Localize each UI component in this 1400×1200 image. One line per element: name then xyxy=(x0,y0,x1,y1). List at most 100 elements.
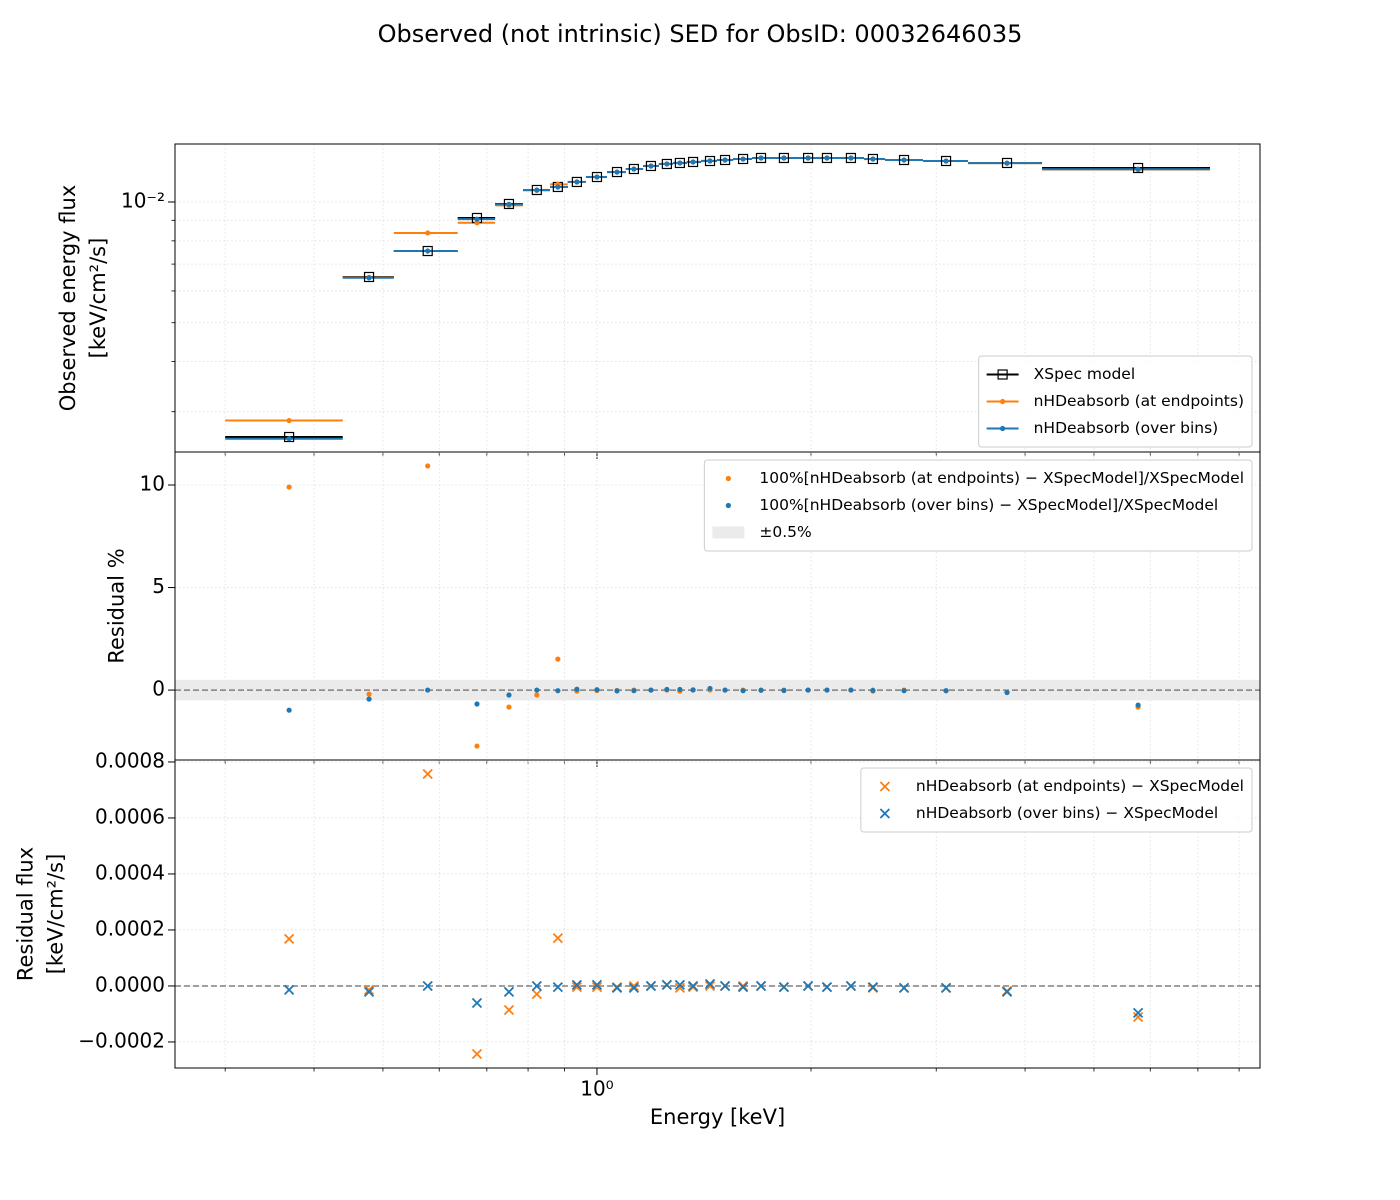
point xyxy=(531,980,542,992)
point xyxy=(555,656,561,662)
y-tick-label: 0.0002 xyxy=(95,916,165,940)
point xyxy=(283,933,295,945)
point xyxy=(707,685,713,692)
marker xyxy=(758,155,764,161)
point xyxy=(471,997,483,1009)
y-tick-label: 0.0008 xyxy=(95,748,165,772)
point xyxy=(283,984,295,996)
legend-marker xyxy=(879,781,891,792)
marker xyxy=(611,166,623,178)
marker xyxy=(631,166,637,172)
legend-marker xyxy=(1000,398,1006,405)
point xyxy=(534,687,540,693)
point xyxy=(628,980,640,992)
y-tick-label: 10 xyxy=(140,472,165,496)
plot-area xyxy=(175,452,1260,760)
y-axis-label: [keV/cm²/s] xyxy=(86,238,110,359)
point xyxy=(425,687,431,693)
point xyxy=(506,704,512,710)
point xyxy=(802,980,814,992)
marker xyxy=(687,156,699,168)
y-tick-label: 0 xyxy=(152,677,165,701)
point xyxy=(363,984,375,996)
marker xyxy=(286,436,292,442)
marker xyxy=(474,220,480,226)
marker xyxy=(661,158,672,170)
point xyxy=(661,979,673,990)
point xyxy=(674,979,686,990)
point xyxy=(286,707,292,713)
point xyxy=(571,981,583,993)
point xyxy=(805,687,811,693)
point xyxy=(704,978,716,990)
marker xyxy=(286,417,292,424)
point xyxy=(867,981,879,993)
point xyxy=(677,686,683,693)
legend-label: nHDeabsorb (over bins) xyxy=(1034,419,1219,437)
x-axis-label: Energy [keV] xyxy=(650,1105,785,1129)
point xyxy=(471,1048,483,1060)
point xyxy=(631,688,637,694)
point xyxy=(943,688,949,694)
point xyxy=(737,981,749,993)
point xyxy=(534,692,540,698)
legend-label: XSpec model xyxy=(1034,365,1136,383)
marker xyxy=(677,160,683,166)
point xyxy=(1132,1011,1144,1023)
point xyxy=(422,768,433,780)
point xyxy=(1135,702,1141,708)
legend-label: nHDeabsorb (at endpoints) − XSpecModel xyxy=(916,777,1244,795)
point xyxy=(687,980,699,992)
marker xyxy=(366,275,372,281)
marker xyxy=(722,157,728,163)
panel: 10⁰ −0.0002 0.0000 0.0002 0.0004 0.0006 0.0008… xyxy=(13,748,1261,1129)
y-axis-label: Residual flux xyxy=(13,847,37,981)
point xyxy=(722,687,728,693)
point xyxy=(531,988,542,1000)
panel: 10⁻² Observed energy flux [keV/cm²/s] XSpec… xyxy=(56,143,1261,459)
plot-area xyxy=(175,760,1260,1068)
point xyxy=(555,688,561,694)
point xyxy=(552,981,563,993)
legend-label: nHDeabsorb (at endpoints) xyxy=(1034,392,1244,410)
marker xyxy=(690,159,696,165)
legend-swatch xyxy=(712,526,745,539)
y-axis-label: Observed energy flux xyxy=(56,185,80,412)
marker xyxy=(940,155,952,167)
marker xyxy=(534,187,540,193)
point xyxy=(901,688,907,694)
marker xyxy=(628,163,639,175)
marker xyxy=(425,230,431,236)
marker xyxy=(614,169,620,175)
point xyxy=(628,982,640,994)
point xyxy=(845,980,857,992)
marker xyxy=(737,153,749,165)
marker xyxy=(802,152,814,164)
legend: XSpec model nHDeabsorb (at endpoints) nHDe… xyxy=(978,355,1253,448)
point xyxy=(422,980,433,992)
point xyxy=(645,980,657,992)
y-tick-label: −0.0002 xyxy=(78,1028,165,1052)
marker xyxy=(503,198,515,210)
legend-box xyxy=(860,767,1253,833)
panel: 0 5 10 Residual % 100%[nHDeabsorb (at endpoi… xyxy=(105,451,1261,767)
y-axis-label: [keV/cm²/s] xyxy=(43,854,67,975)
marker xyxy=(821,152,833,164)
legend-label: 100%[nHDeabsorb (at endpoints) − XSpecMo… xyxy=(759,469,1244,487)
point xyxy=(758,687,764,693)
legend-marker xyxy=(997,369,1008,380)
marker xyxy=(845,152,857,164)
point xyxy=(648,687,654,693)
point xyxy=(366,691,372,697)
point xyxy=(425,463,431,469)
y-tick-label: 10⁻² xyxy=(121,188,165,212)
point xyxy=(848,687,854,693)
marker xyxy=(898,154,910,166)
legend: nHDeabsorb (at endpoints) − XSpecModel nH… xyxy=(860,767,1253,833)
point xyxy=(474,743,480,749)
marker xyxy=(707,158,713,164)
point xyxy=(719,980,731,992)
point xyxy=(363,986,375,997)
point xyxy=(704,980,716,992)
